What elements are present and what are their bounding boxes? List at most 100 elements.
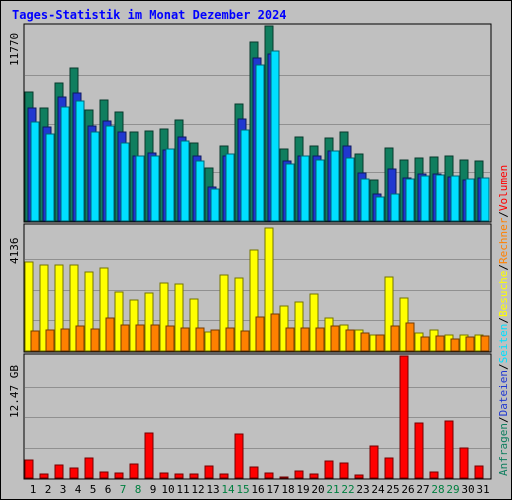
top-bar-seiten-day-26: [405, 178, 415, 222]
bottom-bar-volumen-day-22: [339, 462, 349, 479]
bottom-bar-volumen-day-18: [279, 476, 289, 479]
middle-bar-besuche-day-11: [174, 283, 184, 352]
middle-bar-rechner-day-15: [240, 330, 250, 352]
bottom-bar-volumen-day-16: [249, 466, 259, 479]
top-bar-seiten-day-5: [90, 131, 100, 222]
middle-bar-rechner-day-31: [480, 335, 490, 352]
middle-bar-besuche-day-10: [159, 282, 169, 352]
top-bar-seiten-day-25: [390, 193, 400, 222]
day-label-7: 7: [119, 483, 127, 496]
middle-bar-rechner-day-11: [180, 327, 190, 352]
middle-bar-rechner-day-30: [465, 336, 475, 352]
middle-bar-rechner-day-3: [60, 328, 70, 352]
middle-bar-rechner-day-7: [120, 324, 130, 352]
bottom-bar-volumen-day-27: [414, 422, 424, 479]
middle-bar-besuche-day-15: [234, 277, 244, 352]
day-label-20: 20: [311, 483, 325, 496]
middle-bar-besuche-day-3: [54, 264, 64, 352]
middle-bar-rechner-day-22: [345, 329, 355, 352]
day-label-2: 2: [44, 483, 52, 496]
day-label-4: 4: [74, 483, 82, 496]
legend-separator: /: [497, 211, 510, 218]
middle-bar-rechner-day-23: [360, 332, 370, 352]
top-bar-seiten-day-19: [300, 155, 310, 222]
middle-bar-rechner-day-16: [255, 316, 265, 352]
middle-bar-rechner-day-4: [75, 325, 85, 352]
bottom-bar-volumen-day-14: [219, 473, 229, 479]
middle-bar-besuche-day-6: [99, 267, 109, 352]
day-label-29: 29: [446, 483, 460, 496]
middle-bar-rechner-day-8: [135, 324, 145, 352]
top-bar-seiten-day-4: [75, 100, 85, 222]
legend-anfragen: Anfragen: [497, 423, 510, 476]
top-bar-seiten-day-30: [465, 178, 475, 222]
day-label-26: 26: [401, 483, 415, 496]
top-y-max-label: 11770: [8, 32, 21, 66]
bottom-bar-volumen-day-19: [294, 470, 304, 479]
middle-bar-rechner-day-24: [375, 334, 385, 352]
top-bar-seiten-day-14: [225, 153, 235, 222]
bottom-bar-volumen-day-3: [54, 464, 64, 479]
middle-bar-besuche-day-2: [39, 264, 49, 352]
top-bar-seiten-day-17: [270, 50, 280, 222]
day-label-21: 21: [326, 483, 340, 496]
middle-bar-besuche-day-20: [309, 293, 319, 352]
bottom-bar-volumen-day-30: [459, 447, 469, 479]
middle-bar-besuche-day-7: [114, 291, 124, 352]
bottom-bar-volumen-day-25: [384, 457, 394, 479]
middle-bar-besuche-day-9: [144, 292, 154, 352]
day-label-22: 22: [341, 483, 355, 496]
day-label-16: 16: [251, 483, 265, 496]
day-label-13: 13: [206, 483, 220, 496]
day-label-5: 5: [89, 483, 97, 496]
top-bar-seiten-day-6: [105, 125, 115, 222]
bottom-bar-volumen-day-8: [129, 463, 139, 479]
legend-separator: /: [497, 317, 510, 324]
top-bar-seiten-day-13: [210, 188, 220, 222]
day-label-31: 31: [476, 483, 490, 496]
bottom-bar-volumen-day-13: [204, 465, 214, 479]
middle-bar-rechner-day-2: [45, 329, 55, 352]
top-bar-seiten-day-10: [165, 148, 175, 222]
middle-bar-rechner-day-13: [210, 329, 220, 352]
top-bar-seiten-day-9: [150, 155, 160, 222]
bottom-bar-volumen-day-1: [24, 459, 34, 479]
day-label-15: 15: [236, 483, 250, 496]
bottom-y-max-label: 12.47 GB: [8, 365, 21, 418]
legend: Anfragen/Dateien/Seiten/Besuche/Rechner/…: [497, 165, 510, 476]
bottom-bar-volumen-day-7: [114, 472, 124, 479]
bottom-bar-volumen-day-9: [144, 432, 154, 479]
middle-bar-rechner-day-17: [270, 313, 280, 352]
bottom-bar-volumen-day-4: [69, 467, 79, 479]
bottom-panel: [23, 353, 492, 480]
top-bar-seiten-day-22: [345, 157, 355, 222]
bottom-bar-volumen-day-6: [99, 471, 109, 479]
day-label-14: 14: [221, 483, 235, 496]
top-bar-seiten-day-23: [360, 178, 370, 222]
day-label-23: 23: [356, 483, 370, 496]
top-bar-seiten-day-3: [60, 106, 70, 222]
day-label-17: 17: [266, 483, 280, 496]
top-bar-seiten-day-8: [135, 155, 145, 222]
day-label-18: 18: [281, 483, 295, 496]
middle-bar-rechner-day-27: [420, 336, 430, 352]
middle-bar-rechner-day-19: [300, 327, 310, 352]
middle-bar-besuche-day-14: [219, 274, 229, 352]
day-label-12: 12: [191, 483, 205, 496]
day-label-3: 3: [59, 483, 67, 496]
day-label-11: 11: [176, 483, 190, 496]
middle-bar-rechner-day-21: [330, 325, 340, 352]
middle-bar-rechner-day-29: [450, 338, 460, 352]
bottom-bar-volumen-day-12: [189, 473, 199, 479]
top-bar-seiten-day-1: [30, 121, 40, 222]
day-label-6: 6: [104, 483, 112, 496]
top-bar-seiten-day-31: [480, 177, 490, 222]
middle-bar-besuche-day-17: [264, 227, 274, 352]
day-label-27: 27: [416, 483, 430, 496]
legend-besuche: Besuche: [497, 270, 510, 318]
top-bar-seiten-day-18: [285, 163, 295, 222]
top-bar-seiten-day-16: [255, 64, 265, 222]
legend-separator: /: [497, 363, 510, 371]
bottom-bar-volumen-day-31: [474, 465, 484, 479]
